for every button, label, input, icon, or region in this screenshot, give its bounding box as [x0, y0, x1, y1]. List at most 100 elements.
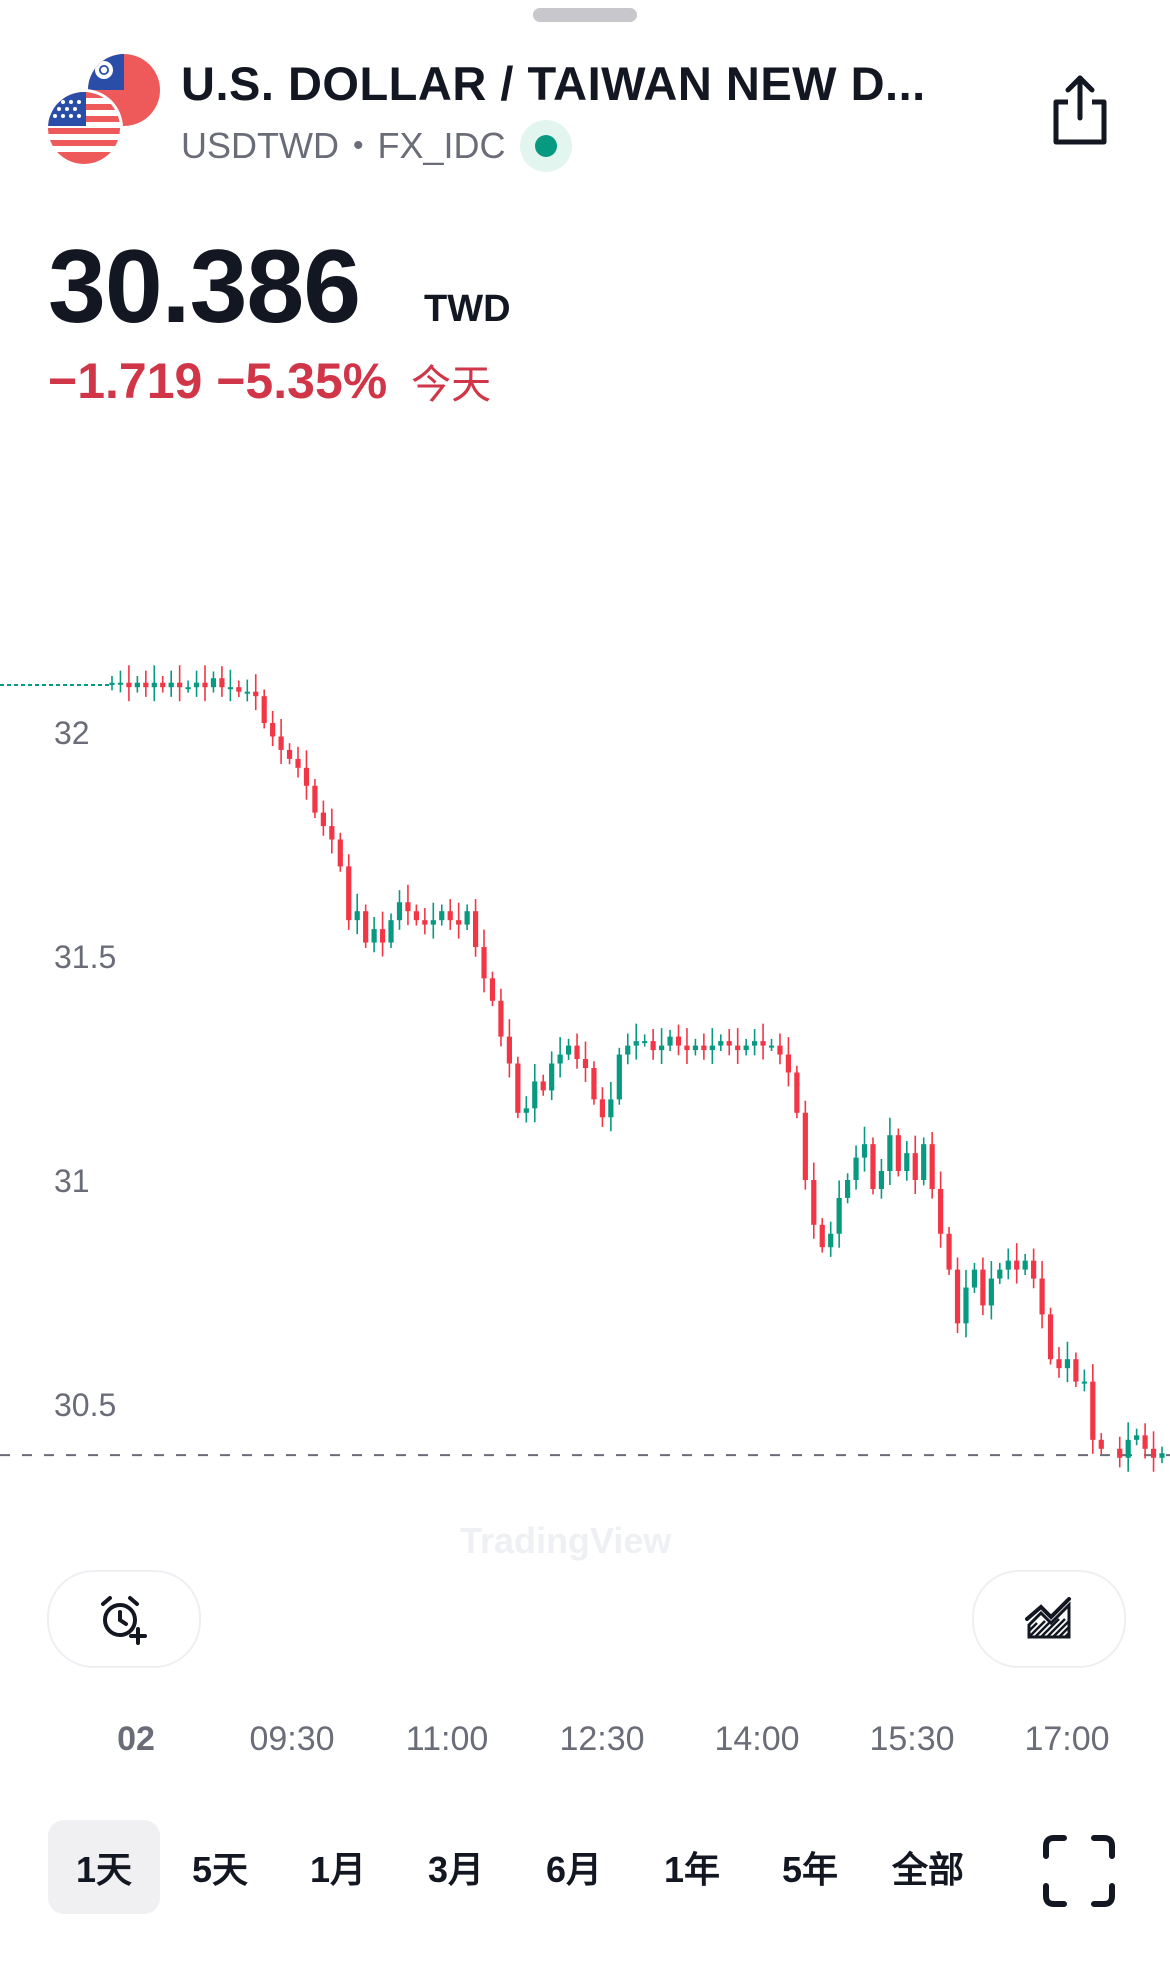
- candle-body: [1081, 1381, 1087, 1384]
- add-alert-button[interactable]: [47, 1570, 201, 1668]
- candle-body: [396, 902, 403, 921]
- candle-body: [227, 687, 233, 690]
- y-axis-tick-label: 32: [54, 715, 90, 751]
- candle-body: [1098, 1439, 1104, 1449]
- candle-body: [1031, 1260, 1037, 1279]
- candle-body: [388, 920, 394, 943]
- fullscreen-button[interactable]: [1042, 1834, 1116, 1908]
- candle-body: [777, 1045, 783, 1055]
- market-open-status-icon: [519, 120, 572, 172]
- candle-body: [878, 1171, 885, 1189]
- share-button[interactable]: [1048, 72, 1112, 148]
- candle-body: [667, 1036, 673, 1046]
- candle-body: [1159, 1453, 1165, 1458]
- candle-body: [151, 682, 157, 688]
- candle-body: [650, 1041, 656, 1051]
- candle-body: [997, 1269, 1003, 1279]
- candle-body: [980, 1269, 986, 1306]
- subline-separator: •: [352, 129, 364, 162]
- candle-body: [954, 1269, 961, 1324]
- candle-body: [988, 1278, 994, 1306]
- candle-body: [253, 691, 259, 697]
- candle-body: [642, 1041, 648, 1044]
- candle-body: [929, 1144, 935, 1189]
- range-button[interactable]: 3月: [427, 1849, 485, 1890]
- candle-body: [836, 1197, 842, 1234]
- candle-body: [828, 1233, 834, 1248]
- candle-body: [1056, 1359, 1062, 1369]
- candle-body: [574, 1045, 580, 1060]
- candle-body: [549, 1063, 555, 1091]
- price-change: −1.719 −5.35% 今天: [48, 352, 491, 410]
- change-percent: −5.35%: [216, 353, 388, 409]
- candle-body: [532, 1081, 538, 1109]
- candle-body: [870, 1144, 876, 1189]
- sheet-grabber[interactable]: [533, 8, 637, 22]
- candle-body: [591, 1068, 597, 1100]
- candle-body: [134, 682, 140, 688]
- price-currency: TWD: [424, 288, 511, 330]
- change-period-label: 今天: [411, 363, 492, 407]
- candle-body: [168, 682, 174, 688]
- candle-body: [684, 1045, 690, 1051]
- candle-body: [439, 911, 445, 921]
- range-button[interactable]: 1月: [309, 1849, 367, 1890]
- candle-body: [853, 1157, 859, 1180]
- candle-body: [887, 1135, 893, 1172]
- candle-body: [413, 911, 419, 921]
- candle-body: [185, 687, 191, 690]
- candle-body: [904, 1153, 910, 1172]
- x-axis-tick-label: 15:30: [869, 1720, 955, 1758]
- candle-body: [971, 1269, 978, 1288]
- candle-body: [456, 920, 462, 925]
- candle-body: [633, 1041, 639, 1046]
- candle-body: [160, 682, 166, 688]
- candle-body: [912, 1153, 918, 1180]
- x-axis-tick-label: 14:00: [714, 1720, 800, 1758]
- y-axis-tick-label: 31: [54, 1163, 90, 1199]
- candle-body: [489, 978, 496, 1001]
- time-axis: 02 09:30 11:00 12:30 14:00 15:30 17:00: [0, 1720, 1170, 1770]
- range-button[interactable]: 1天: [48, 1820, 160, 1914]
- candle-body: [261, 696, 267, 724]
- candle-body: [371, 929, 377, 943]
- range-button[interactable]: 6月: [545, 1849, 603, 1890]
- candle-body: [177, 682, 183, 688]
- candle-body: [726, 1041, 732, 1046]
- candle-body: [735, 1045, 741, 1051]
- candle-body: [278, 736, 284, 750]
- candle-body: [718, 1041, 724, 1046]
- candle-body: [701, 1045, 707, 1051]
- range-button[interactable]: 1年: [663, 1849, 721, 1890]
- candle-body: [422, 920, 428, 925]
- candle-body: [312, 785, 318, 813]
- range-button[interactable]: 5年: [781, 1849, 839, 1890]
- candle-body: [768, 1045, 775, 1048]
- candle-body: [794, 1072, 800, 1113]
- candle-body: [938, 1188, 944, 1234]
- candle-body: [752, 1041, 758, 1046]
- candle-body: [515, 1063, 521, 1113]
- candle-body: [379, 929, 386, 943]
- candle-body: [895, 1135, 901, 1172]
- price-chart[interactable]: 32 31.5 31 30.5: [0, 640, 1170, 1520]
- candle-body: [946, 1233, 952, 1270]
- range-button[interactable]: 全部: [891, 1849, 964, 1890]
- candle-body: [540, 1081, 546, 1091]
- candle-body: [117, 682, 124, 685]
- candle-body: [354, 911, 360, 921]
- candle-body: [608, 1099, 614, 1118]
- candle-body: [270, 723, 276, 737]
- candle-body: [481, 947, 487, 979]
- candle-body: [921, 1144, 927, 1180]
- indicators-button[interactable]: [972, 1570, 1126, 1668]
- candle-body: [464, 911, 470, 925]
- candle-body: [565, 1045, 572, 1055]
- x-axis-tick-label: 09:30: [249, 1720, 335, 1758]
- range-button[interactable]: 5天: [191, 1849, 249, 1890]
- candle-body: [329, 826, 335, 840]
- candle-body: [582, 1059, 589, 1068]
- alarm-plus-icon: [101, 1596, 147, 1645]
- tradingview-watermark: TradingView: [460, 1520, 672, 1561]
